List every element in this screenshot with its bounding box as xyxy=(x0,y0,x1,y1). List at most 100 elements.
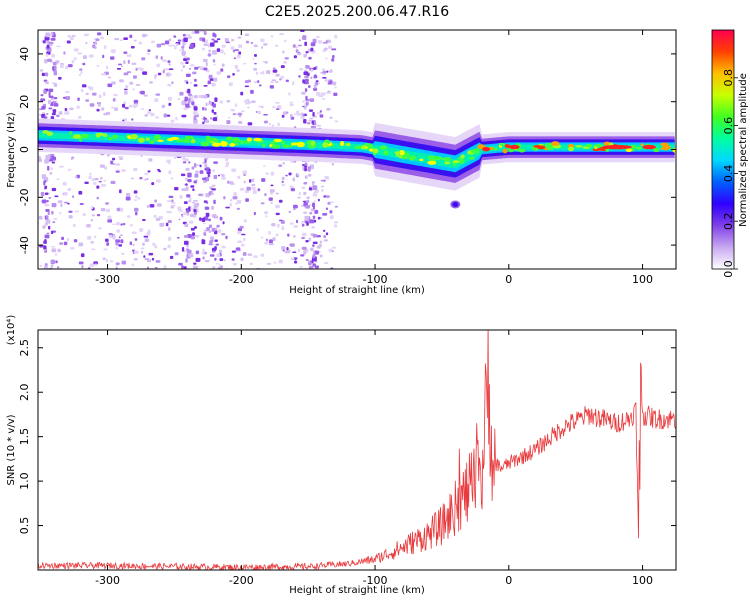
spectrogram-speckle xyxy=(232,262,237,266)
spectrogram-speckle xyxy=(51,210,54,215)
spectrogram-speckle xyxy=(312,254,316,259)
spectrogram-speckle xyxy=(179,49,182,52)
spectrogram-speckle xyxy=(177,206,182,211)
spectrogram-speckle xyxy=(182,64,186,69)
spectrogram-speckle xyxy=(74,57,77,61)
spectrogram-speckle xyxy=(292,44,296,48)
spectrogram-speckle xyxy=(295,110,300,114)
spectrogram-speckle xyxy=(44,263,48,267)
spectrogram-speckle xyxy=(201,239,206,245)
spectrogram-speckle xyxy=(210,205,215,210)
spectrogram-speckle xyxy=(268,197,273,201)
spectrogram-speckle xyxy=(84,33,89,37)
spectrogram-speckle xyxy=(51,53,55,58)
spectrogram-speckle xyxy=(278,259,283,264)
spectrogram-speckle xyxy=(194,226,197,229)
spectrogram-speckle xyxy=(47,165,50,171)
spectrogram-speckle xyxy=(143,235,149,238)
spectrogram-speckle xyxy=(138,41,142,45)
spectrogram-speckle xyxy=(329,69,333,73)
ridge-blob xyxy=(585,143,593,148)
spectrogram-speckle xyxy=(126,54,132,57)
spectrogram-speckle xyxy=(266,263,272,265)
spectrogram-speckle xyxy=(321,188,324,192)
spectrogram-speckle xyxy=(50,230,54,235)
spectrogram-speckle xyxy=(232,113,237,116)
spectrogram-speckle xyxy=(82,213,87,216)
spectrogram-y-label: Frequency (Hz) xyxy=(6,112,17,188)
spectrogram-speckle xyxy=(185,73,191,78)
spectrogram-speckle xyxy=(188,220,194,224)
x-tick-label: 100 xyxy=(632,273,653,286)
spectrogram-speckle xyxy=(315,91,321,96)
spectrogram-speckle xyxy=(275,101,280,104)
spectrogram-speckle xyxy=(140,247,145,250)
spectrogram-speckle xyxy=(316,235,321,238)
spectrogram-speckle xyxy=(48,41,54,45)
spectrogram-speckle xyxy=(181,114,187,118)
spectrogram-speckle xyxy=(303,106,307,110)
ridge-blob xyxy=(468,156,476,160)
spectrogram-speckle xyxy=(334,205,338,208)
spectrogram-speckle xyxy=(260,38,265,43)
spectrogram-speckle xyxy=(182,33,186,37)
spectrogram-speckle xyxy=(163,113,167,118)
spectrogram-speckle xyxy=(154,76,157,80)
colorbar-tick-label: 0.8 xyxy=(722,69,735,87)
spectrogram-speckle xyxy=(44,159,49,164)
ridge-blob xyxy=(595,143,603,148)
spectrogram-speckle xyxy=(48,91,51,97)
spectrogram-speckle xyxy=(63,191,68,196)
spectrogram-speckle xyxy=(51,112,56,116)
spectrogram-speckle xyxy=(60,64,64,69)
colorbar-tick-label: 0.0 xyxy=(722,260,735,278)
spectrogram-speckle xyxy=(56,266,60,269)
spectrogram-speckle xyxy=(295,46,299,49)
spectrogram-speckle xyxy=(42,227,46,229)
spectrogram-speckle xyxy=(263,165,266,167)
spectrogram-speckle xyxy=(45,53,49,57)
spectrogram-speckle xyxy=(309,98,315,103)
spectrogram-speckle xyxy=(211,50,217,55)
ridge-blob xyxy=(80,133,90,139)
spectrogram-speckle xyxy=(300,204,305,207)
spectrogram-speckle xyxy=(132,88,135,91)
spectrogram-speckle xyxy=(303,54,307,58)
spectrogram-speckle xyxy=(304,78,309,82)
spectrogram-speckle xyxy=(53,218,58,220)
spectrogram-speckle xyxy=(212,169,216,172)
spectrogram-speckle xyxy=(333,221,339,224)
spectrogram-speckle xyxy=(48,225,51,230)
y-tick-label: 1.5 xyxy=(18,428,31,446)
spectrogram-speckle xyxy=(324,79,329,82)
spectrogram-speckle xyxy=(209,254,215,257)
spectrogram-speckle xyxy=(270,35,274,38)
spectrogram-speckle xyxy=(104,166,108,170)
spectrogram-speckle xyxy=(299,266,304,268)
spectrogram-speckle xyxy=(180,69,183,72)
spectrogram-speckle xyxy=(326,70,329,73)
spectrogram-speckle xyxy=(148,252,154,256)
spectrogram-speckle xyxy=(186,81,189,84)
spectrogram-speckle xyxy=(300,30,305,33)
spectrogram-speckle xyxy=(177,98,181,101)
spectrogram-speckle xyxy=(313,84,317,89)
spectrogram-speckle xyxy=(76,105,80,110)
spectrogram-speckle xyxy=(204,251,207,255)
spectrogram-speckle xyxy=(175,116,178,121)
spectrogram-speckle xyxy=(89,172,92,176)
spectrogram-speckle xyxy=(168,195,174,199)
spectrogram-speckle xyxy=(183,37,188,43)
spectrogram-speckle xyxy=(44,59,48,64)
spectrogram-speckle xyxy=(45,32,50,38)
spectrogram-speckle xyxy=(120,65,124,68)
spectrogram-speckle xyxy=(310,68,313,73)
spectrogram-speckle xyxy=(309,212,313,215)
spectrogram-speckle xyxy=(283,60,287,64)
spectrogram-speckle xyxy=(309,219,314,224)
spectrogram-speckle xyxy=(274,81,279,83)
spectrogram-speckle xyxy=(244,190,249,194)
spectrogram-speckle xyxy=(132,243,135,247)
spectrogram-speckle xyxy=(213,40,219,43)
spectrogram-speckle xyxy=(235,247,241,251)
